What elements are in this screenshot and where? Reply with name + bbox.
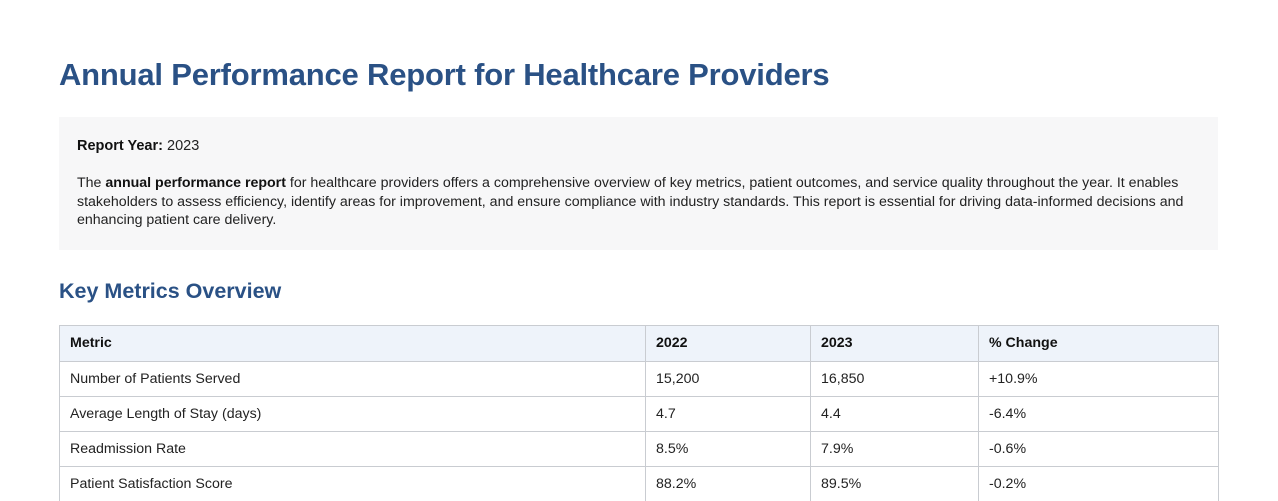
cell-2023: 7.9%	[810, 430, 979, 467]
intro-paragraph-lead: The	[77, 175, 106, 191]
cell-2023: 4.4	[810, 395, 979, 432]
cell-pct-change: -6.4%	[978, 395, 1219, 432]
intro-callout-box: Report Year: 2023 The annual performance…	[59, 117, 1218, 250]
cell-metric: Patient Satisfaction Score	[59, 465, 646, 501]
cell-pct-change: -0.2%	[978, 465, 1219, 501]
intro-paragraph-emphasis: annual performance report	[105, 175, 286, 191]
cell-2022: 15,200	[645, 360, 811, 397]
report-year-label: Report Year:	[77, 138, 163, 154]
table-row: Number of Patients Served 15,200 16,850 …	[59, 360, 1219, 397]
column-header-pct-change: % Change	[978, 324, 1219, 362]
section-heading-key-metrics: Key Metrics Overview	[59, 278, 282, 303]
cell-metric: Number of Patients Served	[59, 360, 646, 397]
cell-2023: 16,850	[810, 360, 979, 397]
table-header-row: Metric 2022 2023 % Change	[59, 324, 1219, 362]
column-header-2023: 2023	[810, 324, 979, 362]
key-metrics-table: Metric 2022 2023 % Change Number of Pati…	[59, 324, 1219, 501]
cell-2023: 89.5%	[810, 465, 979, 501]
page-title: Annual Performance Report for Healthcare…	[59, 57, 830, 92]
table-row: Readmission Rate 8.5% 7.9% -0.6%	[59, 430, 1219, 467]
cell-2022: 8.5%	[645, 430, 811, 467]
column-header-2022: 2022	[645, 324, 811, 362]
intro-paragraph: The annual performance report for health…	[77, 174, 1200, 230]
cell-2022: 88.2%	[645, 465, 811, 501]
cell-metric: Readmission Rate	[59, 430, 646, 467]
cell-pct-change: +10.9%	[978, 360, 1219, 397]
cell-pct-change: -0.6%	[978, 430, 1219, 467]
column-header-metric: Metric	[59, 324, 646, 362]
report-year-value: 2023	[167, 138, 200, 154]
table-row: Patient Satisfaction Score 88.2% 89.5% -…	[59, 465, 1219, 501]
cell-2022: 4.7	[645, 395, 811, 432]
cell-metric: Average Length of Stay (days)	[59, 395, 646, 432]
table-row: Average Length of Stay (days) 4.7 4.4 -6…	[59, 395, 1219, 432]
report-year-line: Report Year: 2023	[77, 137, 1200, 156]
intro-paragraph-rest: for healthcare providers offers a compre…	[77, 175, 1184, 229]
